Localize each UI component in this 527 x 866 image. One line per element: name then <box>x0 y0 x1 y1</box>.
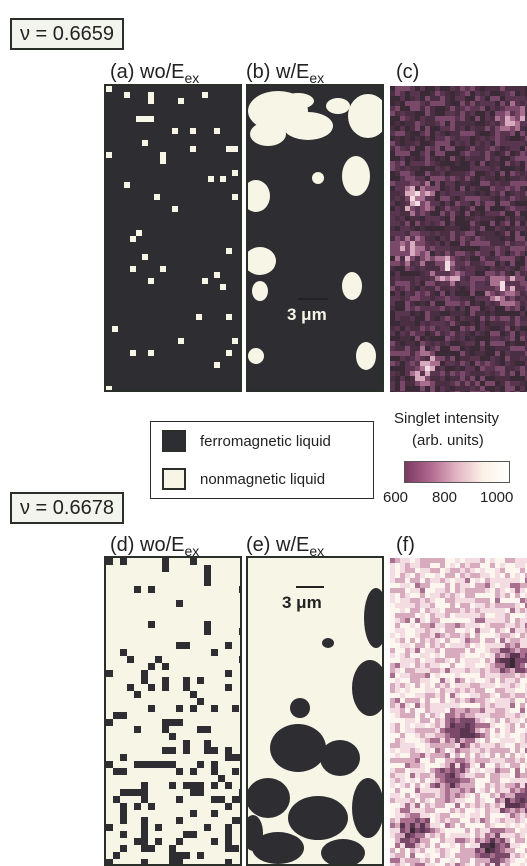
colorbar-tick-1000: 1000 <box>480 489 514 506</box>
panel-f-image <box>390 558 527 866</box>
nu-label-bottom: ν = 0.6678 <box>10 492 124 524</box>
panel-f-map <box>390 558 527 866</box>
panel-d-map <box>104 556 242 866</box>
legend-box <box>150 421 374 499</box>
scale-bar-bottom <box>296 586 324 588</box>
panel-b-map <box>246 84 384 392</box>
colorbar-tick-800: 800 <box>432 489 458 506</box>
scale-bar-top <box>298 298 328 300</box>
legend-nonmagnetic-swatch <box>162 468 186 490</box>
panel-f-label: (f) <box>396 534 415 556</box>
panel-a-map <box>104 84 242 392</box>
panel-e-label: (e) w/Eex <box>246 534 325 559</box>
scale-bar-bottom-label: 3 μm <box>282 593 322 612</box>
colorbar <box>404 461 510 483</box>
colorbar-tick-600: 600 <box>383 489 409 506</box>
legend-ferromagnetic-swatch <box>162 430 186 452</box>
panel-d-label: (d) wo/Eex <box>110 534 200 559</box>
panel-b-image <box>248 86 382 390</box>
panel-c-map <box>390 86 527 392</box>
colorbar-title: Singlet intensity <box>394 410 500 427</box>
panel-c-label: (c) <box>396 61 420 83</box>
panel-d-image <box>106 558 240 864</box>
panel-b-label: (b) w/Eex <box>246 61 325 86</box>
legend-nonmagnetic-label: nonmagnetic liquid <box>200 471 326 488</box>
panel-a-image <box>106 86 240 390</box>
colorbar-units: (arb. units) <box>412 432 484 449</box>
panel-c-image <box>390 86 527 392</box>
nu-label-top: ν = 0.6659 <box>10 18 124 50</box>
scale-bar-top-label: 3 μm <box>284 305 330 325</box>
panel-e-map <box>246 556 384 866</box>
panel-e-image <box>248 558 382 864</box>
legend-ferromagnetic-label: ferromagnetic liquid <box>200 433 331 450</box>
panel-a-label: (a) wo/Eex <box>110 61 200 86</box>
